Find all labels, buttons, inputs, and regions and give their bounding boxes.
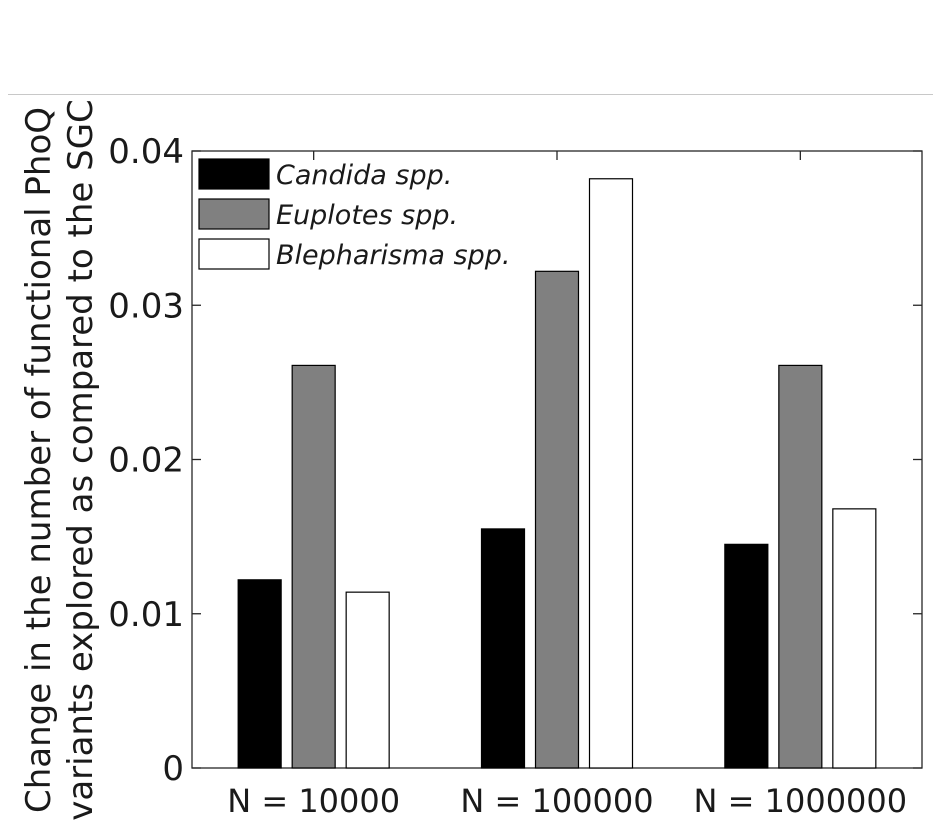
bar [480, 528, 526, 769]
legend-swatch [198, 158, 270, 190]
y-tick-label: 0.04 [108, 132, 184, 172]
legend-label: Blepharisma spp. [276, 240, 510, 271]
bar [534, 270, 580, 769]
legend-label: Candida spp. [276, 160, 452, 191]
legend-swatch [198, 198, 270, 230]
y-axis-label-line-2: variants explored as compared to the SGC [61, 99, 101, 821]
bar [588, 178, 634, 769]
y-axis-label-line-1: Change in the number of functional PhoQ [19, 107, 59, 813]
legend-swatch [198, 238, 270, 270]
bar [832, 508, 877, 769]
bar [724, 543, 769, 769]
plot-area: 0 0.01 0.02 0.03 0.04 N = 10000 N = 100000 N = … [108, 132, 923, 820]
legend-label: Euplotes spp. [276, 200, 458, 231]
x-tick-label: N = 1000000 [694, 782, 908, 820]
bar [237, 579, 282, 769]
x-tick-label: N = 10000 [227, 782, 400, 820]
y-axis-label-group: Change in the number of functional PhoQ … [19, 99, 101, 821]
y-tick-label: 0 [162, 749, 184, 789]
bar [778, 364, 823, 769]
divider [8, 94, 933, 95]
y-tick-label: 0.03 [108, 286, 184, 326]
x-tick-label: N = 100000 [460, 782, 653, 820]
y-tick-label: 0.01 [108, 595, 184, 635]
bar [345, 591, 390, 769]
bar [291, 364, 336, 769]
y-tick-label: 0.02 [108, 441, 184, 481]
